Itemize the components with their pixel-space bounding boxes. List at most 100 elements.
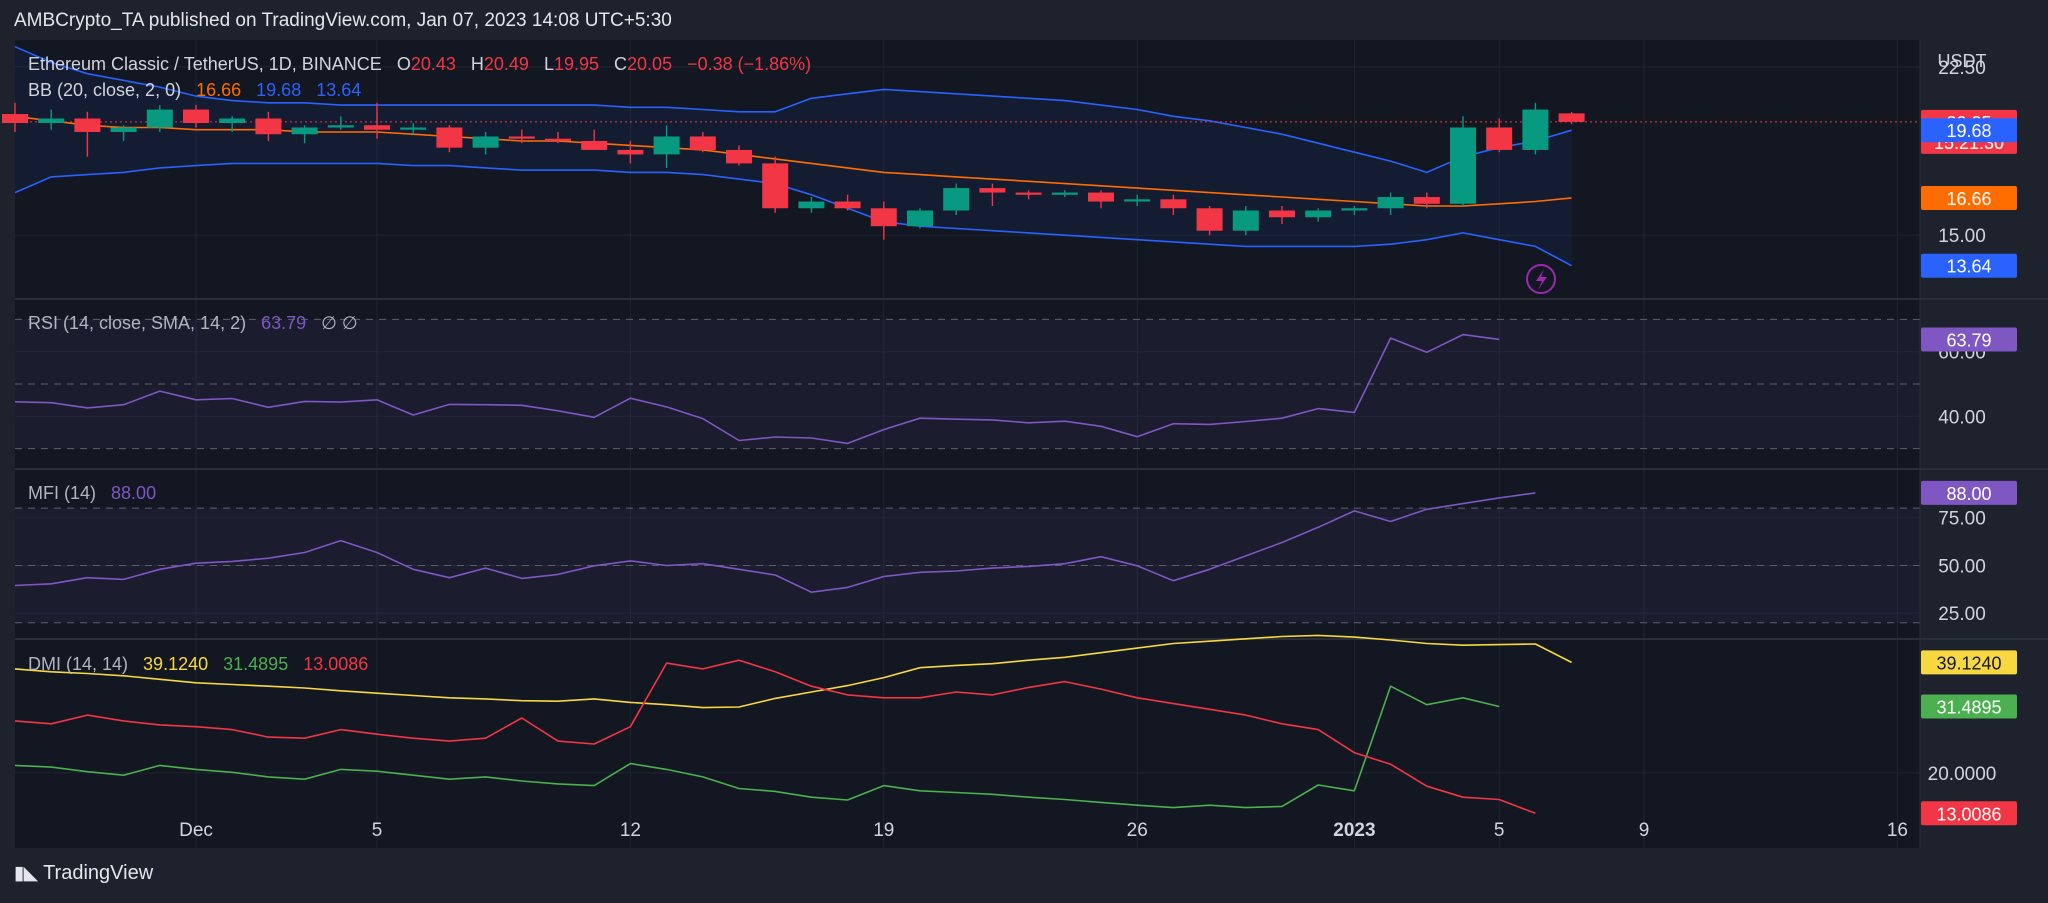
candle[interactable]	[1377, 192, 1404, 215]
dmi-legend-name: DMI (14, 14)	[28, 654, 128, 674]
candle[interactable]	[1051, 190, 1078, 198]
candle-body	[110, 127, 137, 132]
x-tick-label: 19	[873, 820, 894, 841]
candle[interactable]	[726, 145, 752, 166]
footer-logo-text: TradingView	[43, 862, 154, 884]
candle-body	[943, 188, 970, 211]
candle-body	[1413, 197, 1440, 204]
candle[interactable]	[327, 116, 354, 130]
svg-text:RSI (14, close, SMA, 14, 2): RSI (14, close, SMA, 14, 2) 63.79 ∅ ∅	[28, 313, 358, 333]
candle[interactable]	[508, 129, 535, 144]
value-badge-label: 13.0086	[1936, 804, 2001, 824]
candle[interactable]	[1486, 118, 1513, 153]
rsi-pane[interactable]	[14, 333, 1500, 445]
mfi-pane[interactable]	[14, 492, 1536, 594]
candle-body	[1269, 210, 1295, 218]
candle-body	[1522, 109, 1549, 150]
candle[interactable]	[400, 123, 427, 135]
value-badge: 16.66	[1921, 185, 2017, 210]
x-tick-label: 12	[620, 820, 641, 841]
candle[interactable]	[798, 197, 825, 213]
bb-upper-value: 19.68	[256, 80, 301, 100]
value-badge-box	[1921, 480, 2017, 505]
candle[interactable]	[1269, 206, 1295, 224]
adx-legend-value: 39.1240	[143, 654, 208, 674]
value-badge-box	[1921, 650, 2017, 675]
value-badge: 13.0086	[1921, 801, 2017, 826]
svg-text:DMI (14, 14) 39.1240: DMI (14, 14) 39.1240 31.4895 13.0086	[28, 654, 368, 674]
candle[interactable]	[1341, 206, 1368, 215]
candle-body	[183, 109, 209, 124]
candle[interactable]	[943, 183, 970, 215]
mfi-legend: MFI (14) 88.00	[28, 483, 156, 503]
x-tick-label: 5	[372, 820, 383, 841]
candle[interactable]	[1450, 116, 1476, 207]
candle[interactable]	[689, 131, 716, 153]
svg-text:BB (20, close, 2, 0) 16.: BB (20, close, 2, 0) 16.66 19.68 13.64	[28, 80, 361, 100]
di-minus-line	[14, 659, 1536, 815]
candle-body	[146, 109, 173, 128]
candle[interactable]	[834, 194, 861, 211]
candle-body	[1124, 199, 1151, 202]
candle[interactable]	[255, 111, 282, 141]
candle[interactable]	[110, 125, 137, 141]
candle[interactable]	[1558, 112, 1585, 125]
candle[interactable]	[1196, 206, 1223, 236]
candle[interactable]	[74, 111, 101, 157]
candle[interactable]	[146, 105, 173, 132]
candle-body	[1232, 210, 1259, 231]
candle[interactable]	[472, 131, 499, 155]
value-badge: 13.64	[1921, 253, 2017, 278]
bb-legend-name: BB (20, close, 2, 0)	[28, 80, 181, 100]
y-tick-label: 50.00	[1938, 556, 1986, 577]
bb-fill	[15, 46, 1572, 266]
candle[interactable]	[183, 105, 209, 128]
candle[interactable]	[762, 156, 789, 213]
value-badge: 39.1240	[1921, 650, 2017, 675]
candle-body	[38, 118, 65, 124]
candle[interactable]	[907, 208, 933, 229]
candle-body	[472, 136, 499, 148]
alert-icon[interactable]	[1526, 264, 1556, 294]
candle-body	[1305, 210, 1332, 218]
axis-unit: USDT	[1938, 51, 1987, 71]
y-tick-label: 20.0000	[1928, 764, 1997, 785]
y-tick-label: 75.00	[1938, 509, 1986, 530]
candle[interactable]	[1522, 102, 1549, 155]
value-badge: 63.79	[1921, 327, 2017, 352]
rsi-legend-name: RSI (14, close, SMA, 14, 2)	[28, 313, 246, 333]
candle-body	[1377, 197, 1404, 209]
candle[interactable]	[1160, 194, 1187, 215]
candle[interactable]	[870, 201, 897, 240]
candle[interactable]	[1088, 190, 1114, 209]
candle[interactable]	[38, 109, 65, 130]
candle[interactable]	[581, 129, 608, 150]
value-badge-box	[1921, 118, 2017, 143]
candle-body	[291, 127, 318, 135]
x-tick-label: 2023	[1333, 820, 1375, 841]
candle[interactable]	[364, 102, 390, 139]
candle[interactable]	[291, 125, 318, 144]
pane-separators	[15, 40, 2048, 848]
dmi-pane[interactable]	[14, 634, 1572, 815]
candle[interactable]	[1413, 192, 1440, 209]
candle[interactable]	[2, 102, 28, 132]
value-badge-label: 88.00	[1946, 484, 1991, 504]
y-tick-label: 15.00	[1938, 226, 1986, 247]
candle[interactable]	[617, 140, 644, 164]
candle[interactable]	[979, 183, 1006, 207]
candle[interactable]	[1305, 208, 1332, 222]
candle[interactable]	[545, 131, 571, 144]
candle-body	[545, 138, 571, 141]
candle[interactable]	[219, 116, 246, 132]
candle[interactable]	[653, 125, 680, 168]
candle-body	[653, 136, 680, 155]
candle[interactable]	[1124, 194, 1151, 207]
candle-body	[1196, 208, 1223, 231]
candle[interactable]	[1015, 190, 1042, 200]
candle[interactable]	[436, 125, 463, 153]
price-pane[interactable]	[2, 45, 1920, 267]
candle[interactable]	[1232, 206, 1259, 236]
y-tick-label: 22.50	[1938, 58, 1986, 79]
